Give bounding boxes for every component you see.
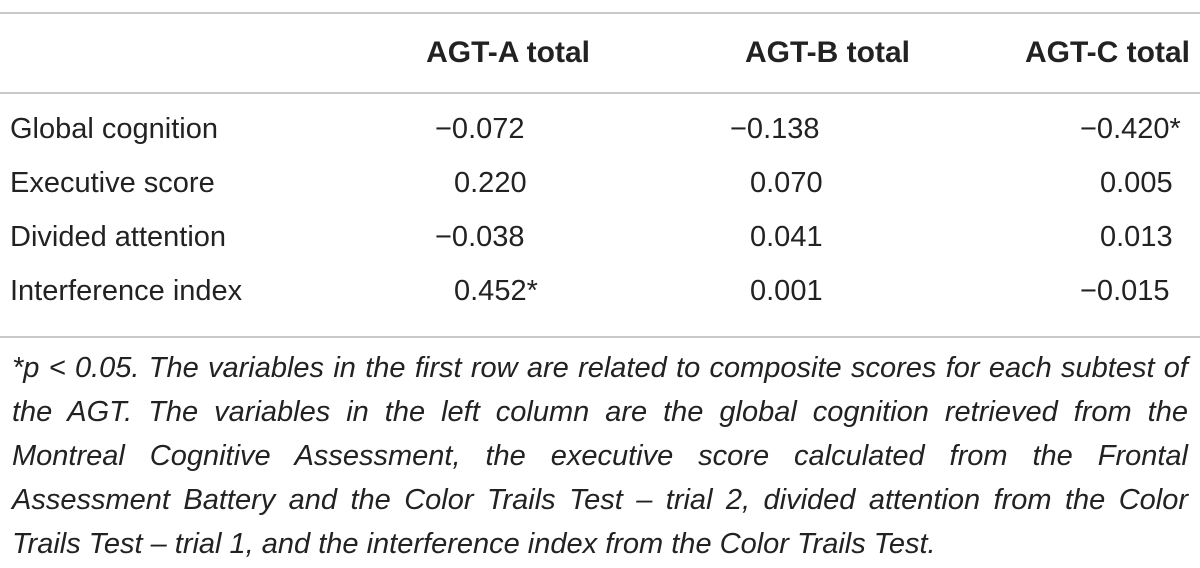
table-row: Executive score 0.220 0.070 0.005 bbox=[10, 156, 1190, 210]
cell-agt-a: −0.038 bbox=[435, 220, 525, 253]
cell-agt-c: 0.005 bbox=[1100, 166, 1173, 199]
top-rule bbox=[0, 12, 1200, 14]
row-label: Global cognition bbox=[10, 112, 218, 145]
stub-header bbox=[10, 18, 390, 88]
table-row: Divided attention −0.038 0.041 0.013 bbox=[10, 210, 1190, 264]
bottom-rule bbox=[0, 336, 1200, 338]
table-row: Global cognition −0.072 −0.138 −0.420* bbox=[10, 88, 1190, 156]
correlation-table: AGT-A total AGT-B total AGT-C total Glob… bbox=[10, 18, 1190, 318]
column-header-agt-b: AGT-B total bbox=[745, 36, 910, 69]
cell-agt-a: 0.452* bbox=[454, 274, 538, 307]
cell-agt-a: 0.220 bbox=[454, 166, 527, 199]
row-label: Interference index bbox=[10, 274, 243, 307]
header-row: AGT-A total AGT-B total AGT-C total bbox=[10, 18, 1190, 88]
column-header-agt-a: AGT-A total bbox=[426, 36, 590, 69]
cell-agt-b: 0.001 bbox=[750, 274, 823, 307]
cell-agt-b: 0.070 bbox=[750, 166, 823, 199]
cell-agt-c: 0.013 bbox=[1100, 220, 1173, 253]
row-label: Divided attention bbox=[10, 220, 227, 253]
table-footnote: *p < 0.05. The variables in the first ro… bbox=[12, 352, 1188, 560]
column-header-agt-c: AGT-C total bbox=[1025, 36, 1190, 69]
cell-agt-b: −0.138 bbox=[730, 112, 820, 145]
cell-agt-c: −0.420* bbox=[1080, 112, 1181, 145]
header-rule bbox=[0, 92, 1200, 94]
cell-agt-a: −0.072 bbox=[435, 112, 525, 145]
row-label: Executive score bbox=[10, 166, 215, 199]
table-row: Interference index 0.452* 0.001 −0.015 bbox=[10, 264, 1190, 318]
cell-agt-c: −0.015 bbox=[1080, 274, 1170, 307]
cell-agt-b: 0.041 bbox=[750, 220, 823, 253]
